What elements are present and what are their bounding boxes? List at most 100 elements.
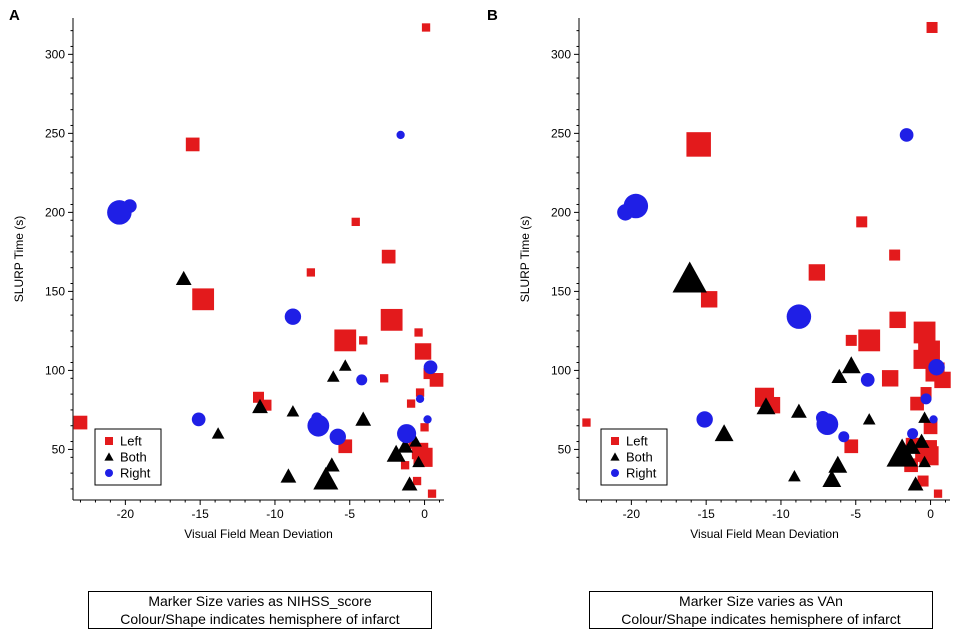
point-right: [786, 304, 812, 329]
point-left: [910, 396, 924, 411]
point-right: [397, 424, 417, 444]
legend-marker-right: [105, 469, 113, 477]
point-right: [423, 360, 438, 375]
x-tick-label: -15: [191, 507, 209, 521]
point-both: [401, 476, 418, 491]
point-both: [918, 455, 931, 468]
point-right: [838, 431, 850, 443]
legend-label-both: Both: [626, 450, 653, 465]
legend-marker-left: [105, 437, 113, 445]
legend-marker-right: [611, 469, 619, 477]
point-right: [396, 130, 405, 140]
panel-b-label: B: [487, 7, 498, 24]
x-axis-label: Visual Field Mean Deviation: [690, 527, 839, 541]
point-right: [329, 428, 346, 445]
point-left: [351, 217, 360, 227]
point-right: [356, 374, 368, 386]
point-left: [73, 415, 88, 430]
point-left: [415, 388, 425, 397]
caption-b-line1: Marker Size varies as VAn: [679, 593, 843, 609]
point-right: [284, 308, 302, 325]
point-both: [397, 438, 413, 453]
point-left: [381, 249, 396, 264]
x-tick-label: -5: [850, 507, 861, 521]
point-left: [380, 308, 403, 331]
point-right: [860, 373, 875, 387]
point-left: [380, 374, 389, 383]
caption-b: Marker Size varies as VAn Colour/Shape i…: [589, 591, 933, 629]
point-left: [253, 391, 264, 403]
point-both: [672, 261, 707, 293]
point-left: [185, 137, 200, 152]
data-points: [582, 21, 951, 498]
point-left: [420, 423, 429, 432]
point-both: [280, 468, 297, 483]
point-right: [928, 359, 945, 376]
point-right: [307, 414, 330, 437]
x-tick-label: 0: [421, 507, 428, 521]
y-tick-label: 50: [558, 442, 572, 456]
point-left: [582, 418, 591, 427]
point-both: [338, 359, 352, 371]
y-tick-label: 150: [551, 284, 571, 298]
point-both: [862, 413, 876, 425]
point-both: [913, 433, 930, 448]
caption-a-line1: Marker Size varies as NIHSS_score: [148, 593, 372, 609]
legend-marker-both: [104, 452, 114, 461]
point-left: [917, 475, 929, 487]
point-both: [714, 424, 734, 442]
y-axis-label: SLURP Time (s): [518, 216, 532, 302]
caption-a: Marker Size varies as NIHSS_score Colour…: [88, 591, 432, 629]
point-both: [286, 405, 300, 417]
point-both: [326, 370, 340, 382]
point-both: [822, 470, 842, 487]
point-right: [107, 200, 132, 225]
y-tick-label: 100: [551, 363, 571, 377]
y-tick-label: 200: [45, 205, 65, 219]
panel-a-label: A: [9, 7, 20, 24]
y-tick-label: 100: [45, 363, 65, 377]
legend-marker-left: [611, 437, 619, 445]
point-both: [841, 356, 861, 374]
point-left: [414, 328, 423, 337]
point-left: [933, 489, 943, 498]
point-left: [856, 216, 868, 228]
point-right: [907, 428, 919, 440]
point-right: [191, 412, 206, 427]
point-left: [429, 373, 444, 387]
x-tick-label: -20: [117, 507, 135, 521]
x-tick-label: -20: [623, 507, 641, 521]
scatter-plot-a: 50 100 150 200 250 300 -20 -15 -10 -5 0 Visual Fiel…: [12, 18, 444, 541]
point-left: [700, 291, 718, 308]
point-left: [192, 288, 215, 311]
x-tick-label: -15: [697, 507, 715, 521]
y-tick-label: 300: [551, 47, 571, 61]
y-axis-label: SLURP Time (s): [12, 216, 26, 302]
point-both: [828, 455, 848, 473]
point-right: [617, 204, 634, 221]
point-right: [415, 394, 425, 404]
caption-b-line2: Colour/Shape indicates hemisphere of inf…: [621, 611, 901, 627]
point-right: [816, 413, 839, 436]
point-left: [406, 399, 416, 408]
legend-label-left: Left: [626, 434, 648, 449]
point-left: [926, 21, 938, 33]
point-both: [788, 469, 801, 482]
point-left: [421, 23, 431, 32]
point-left: [845, 334, 857, 346]
point-left: [808, 264, 826, 281]
point-right: [920, 393, 932, 405]
point-left: [306, 268, 316, 277]
point-left: [427, 489, 437, 498]
point-left: [412, 476, 422, 486]
point-left: [414, 343, 432, 360]
point-left: [934, 371, 951, 389]
point-left: [400, 461, 410, 470]
point-both: [409, 435, 422, 447]
point-both: [252, 398, 268, 414]
y-tick-label: 250: [551, 126, 571, 140]
caption-a-line2: Colour/Shape indicates hemisphere of inf…: [120, 611, 400, 627]
legend-label-right: Right: [120, 466, 151, 481]
y-tick-label: 50: [52, 442, 66, 456]
point-both: [791, 403, 807, 418]
